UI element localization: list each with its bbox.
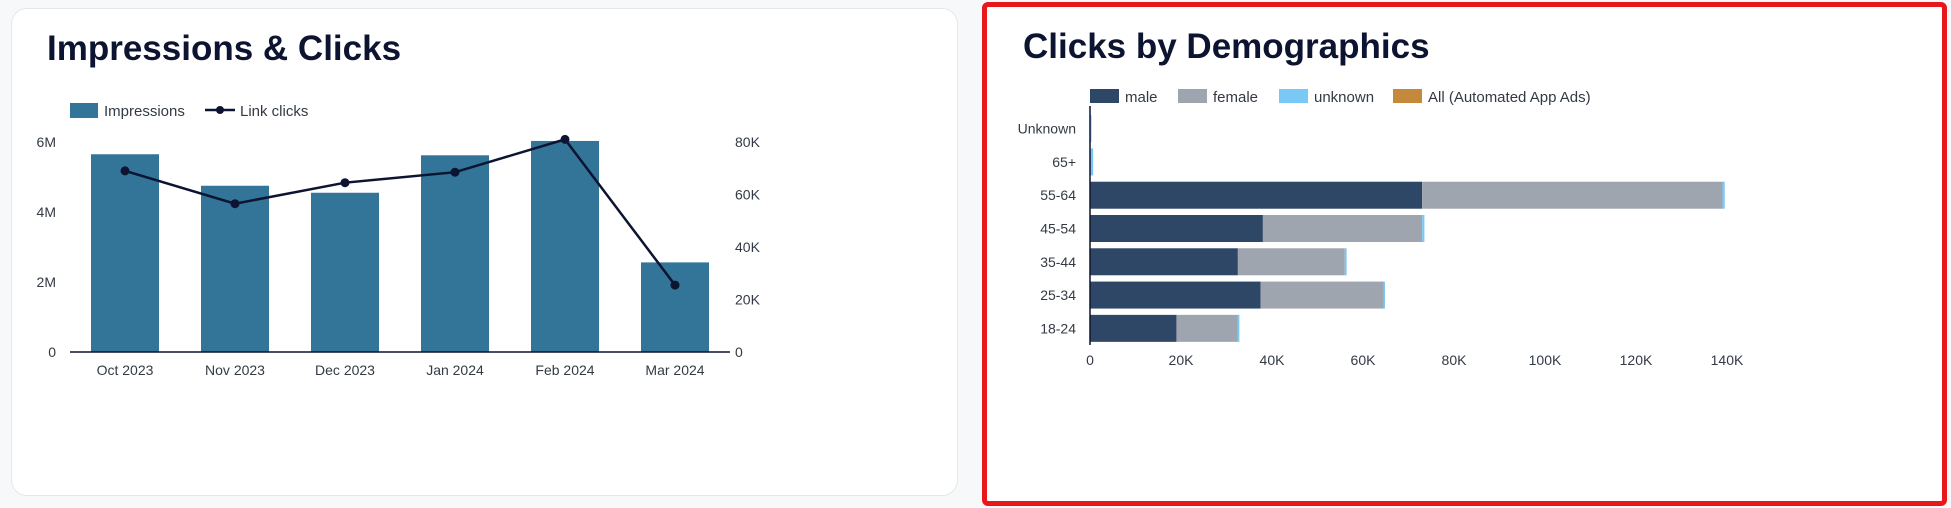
legend-marker-link-clicks <box>216 106 224 114</box>
link-clicks-point <box>560 134 570 144</box>
y-tick-label: 25-34 <box>1040 287 1076 303</box>
legend-item-female-label: female <box>1213 89 1258 106</box>
x-tick-label: Mar 2024 <box>645 362 704 378</box>
y-right-tick-label: 60K <box>735 187 761 203</box>
bar-segment-unknown <box>1237 314 1240 342</box>
impressions-clicks-title: Impressions & Clicks <box>47 29 402 68</box>
legend-swatch-impressions <box>70 103 98 118</box>
x-tick-label: Jan 2024 <box>426 362 484 378</box>
x-tick-label: 140K <box>1711 352 1744 368</box>
x-tick-label: 120K <box>1620 352 1653 368</box>
legend-label-impressions: Impressions <box>104 103 185 120</box>
x-tick-label: Feb 2024 <box>535 362 594 378</box>
bar-segment-unknown <box>1383 281 1385 309</box>
x-tick-label: 0 <box>1086 352 1094 368</box>
legend-item-female-swatch <box>1178 89 1207 103</box>
bar-segment-unknown <box>1090 148 1094 176</box>
y-left-tick-label: 4M <box>37 204 56 220</box>
y-tick-label: Unknown <box>1018 121 1076 137</box>
link-clicks-point <box>670 280 680 290</box>
bar-segment-female <box>1260 281 1384 309</box>
clicks-demographics-title: Clicks by Demographics <box>1023 27 1430 66</box>
bar-segment-female <box>1176 314 1238 342</box>
bar-segment-unknown <box>1722 181 1725 209</box>
bar-segment-female <box>1262 215 1423 242</box>
y-left-tick-label: 2M <box>37 274 56 290</box>
legend-label-link-clicks: Link clicks <box>240 103 308 120</box>
bar-segment-unknown <box>1422 215 1425 242</box>
bar-segment-male <box>1090 281 1261 309</box>
y-left-tick-label: 6M <box>37 134 56 150</box>
bar-segment-male <box>1090 215 1263 242</box>
clicks-demographics-chart: male female unknown All (Automated App Ads)… <box>1018 89 1744 368</box>
link-clicks-point <box>230 199 240 209</box>
link-clicks-point <box>450 167 460 177</box>
legend-item-unknown-swatch <box>1279 89 1308 103</box>
y-tick-label: 45-54 <box>1040 221 1076 237</box>
bar-segment-unknown <box>1344 248 1347 276</box>
impressions-clicks-card: Impressions & Clicks Impressions Link cli… <box>11 8 958 496</box>
y-right-tick-label: 20K <box>735 292 761 308</box>
y-tick-label: 65+ <box>1052 154 1076 170</box>
impressions-bar <box>311 192 379 352</box>
impressions-bar <box>91 154 159 352</box>
y-right-tick-label: 40K <box>735 239 761 255</box>
legend-item-male-swatch <box>1090 89 1119 103</box>
legend-item-unknown-label: unknown <box>1314 89 1374 106</box>
legend-item-male-label: male <box>1125 89 1158 106</box>
y-tick-label: 55-64 <box>1040 187 1076 203</box>
impressions-bar <box>531 140 599 352</box>
impressions-bar <box>641 262 709 352</box>
y-right-tick-label: 80K <box>735 134 761 150</box>
y-tick-label: 18-24 <box>1040 320 1076 336</box>
bar-segment-male <box>1090 314 1177 342</box>
x-tick-label: 40K <box>1260 352 1286 368</box>
x-tick-label: Dec 2023 <box>315 362 375 378</box>
impressions-bar <box>421 155 489 352</box>
y-right-tick-label: 0 <box>735 344 743 360</box>
bar-segment-female <box>1237 248 1345 276</box>
x-tick-label: 60K <box>1351 352 1377 368</box>
bar-segment-male <box>1090 248 1238 276</box>
legend-item-all-automated-swatch <box>1393 89 1422 103</box>
link-clicks-point <box>340 178 350 188</box>
impressions-clicks-chart: Impressions Link clicks 0 2M 4M 6M 0 20K 40K 60K 8… <box>37 103 761 378</box>
impressions-clicks-legend: Impressions Link clicks <box>70 103 308 120</box>
demographics-legend: male female unknown All (Automated App Ads) <box>1090 89 1591 106</box>
link-clicks-line <box>124 137 676 286</box>
y-left-tick-label: 0 <box>48 344 56 360</box>
link-clicks-point <box>120 166 130 176</box>
legend-item-all-automated-label: All (Automated App Ads) <box>1428 89 1591 106</box>
impressions-bar <box>201 185 269 352</box>
x-tick-label: Oct 2023 <box>97 362 154 378</box>
x-tick-label: 20K <box>1169 352 1195 368</box>
x-tick-label: Nov 2023 <box>205 362 265 378</box>
y-tick-label: 35-44 <box>1040 254 1076 270</box>
x-tick-label: 80K <box>1442 352 1468 368</box>
bar-segment-male <box>1090 181 1423 209</box>
bar-segment-female <box>1422 181 1723 209</box>
clicks-demographics-card: Clicks by Demographics male female unknown… <box>982 2 1947 506</box>
x-tick-label: 100K <box>1529 352 1562 368</box>
